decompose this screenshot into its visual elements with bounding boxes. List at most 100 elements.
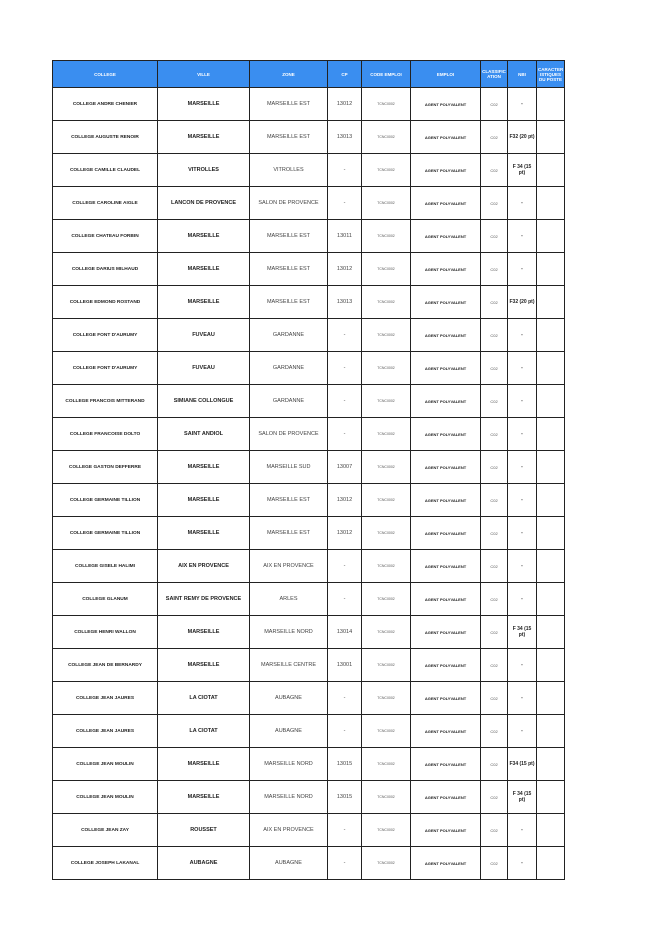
cell-caracteristiques (536, 846, 565, 880)
cell-nbi: - (507, 681, 537, 715)
cell-code-emploi: TCNC0002 (361, 483, 411, 517)
cell-caracteristiques (536, 450, 565, 484)
cell-ville: LA CIOTAT (157, 714, 250, 748)
cell-nbi: - (507, 318, 537, 352)
cell-cp: - (327, 582, 362, 616)
cell-classification: C02 (480, 219, 508, 253)
cell-caracteristiques (536, 252, 565, 286)
header-cp: CP (327, 60, 362, 88)
cell-ville: LANCON DE PROVENCE (157, 186, 250, 220)
cell-zone: AIX EN PROVENCE (249, 549, 328, 583)
cell-cp: 13012 (327, 483, 362, 517)
cell-code-emploi: TCNC0002 (361, 549, 411, 583)
table-row: COLLEGE GERMAINE TILLION MARSEILLE MARSEIL… (52, 483, 565, 517)
cell-zone: MARSEILLE NORD (249, 615, 328, 649)
cell-classification: C02 (480, 648, 508, 682)
cell-ville: MARSEILLE (157, 747, 250, 781)
cell-zone: SALON DE PROVENCE (249, 186, 328, 220)
cell-college: COLLEGE EDMOND ROSTAND (52, 285, 158, 319)
table-row: COLLEGE GLANUM SAINT REMY DE PROVENCE ARLE… (52, 582, 565, 616)
table-row: COLLEGE GERMAINE TILLION MARSEILLE MARSEIL… (52, 516, 565, 550)
cell-college: COLLEGE JEAN MOULIN (52, 747, 158, 781)
cell-code-emploi: TCNC0002 (361, 747, 411, 781)
cell-code-emploi: TCNC0002 (361, 813, 411, 847)
cell-college: COLLEGE FONT D'AURUMY (52, 318, 158, 352)
cell-cp: - (327, 813, 362, 847)
cell-classification: C02 (480, 681, 508, 715)
cell-classification: C02 (480, 582, 508, 616)
cell-emploi: AGENT POLYVALENT (410, 681, 481, 715)
cell-classification: C02 (480, 549, 508, 583)
cell-ville: MARSEILLE (157, 780, 250, 814)
cell-college: COLLEGE JEAN DE BERNARDY (52, 648, 158, 682)
cell-cp: 13014 (327, 615, 362, 649)
cell-nbi: - (507, 813, 537, 847)
cell-cp: 13013 (327, 120, 362, 154)
cell-zone: GARDANNE (249, 318, 328, 352)
cell-cp: - (327, 681, 362, 715)
cell-emploi: AGENT POLYVALENT (410, 516, 481, 550)
cell-code-emploi: TCNC0002 (361, 582, 411, 616)
cell-cp: 13011 (327, 219, 362, 253)
cell-zone: MARSEILLE SUD (249, 450, 328, 484)
cell-classification: C02 (480, 351, 508, 385)
table-row: COLLEGE FRANCOIS MITTERAND SIMIANE COLLON… (52, 384, 565, 418)
table-row: COLLEGE CHATEAU FORBIN MARSEILLE MARSEILLE… (52, 219, 565, 253)
cell-caracteristiques (536, 747, 565, 781)
cell-zone: MARSEILLE EST (249, 120, 328, 154)
cell-code-emploi: TCNC0002 (361, 219, 411, 253)
cell-code-emploi: TCNC0002 (361, 318, 411, 352)
cell-emploi: AGENT POLYVALENT (410, 615, 481, 649)
cell-caracteristiques (536, 384, 565, 418)
cell-college: COLLEGE HENRI WALLON (52, 615, 158, 649)
cell-code-emploi: TCNC0002 (361, 450, 411, 484)
cell-emploi: AGENT POLYVALENT (410, 846, 481, 880)
cell-ville: SIMIANE COLLONGUE (157, 384, 250, 418)
cell-zone: ARLES (249, 582, 328, 616)
cell-code-emploi: TCNC0002 (361, 351, 411, 385)
cell-nbi: F 34 (15 pt) (507, 153, 537, 187)
cell-classification: C02 (480, 384, 508, 418)
cell-zone: MARSEILLE EST (249, 483, 328, 517)
cell-code-emploi: TCNC0002 (361, 681, 411, 715)
cell-cp: - (327, 384, 362, 418)
cell-cp: 13012 (327, 516, 362, 550)
cell-cp: 13015 (327, 780, 362, 814)
cell-emploi: AGENT POLYVALENT (410, 285, 481, 319)
cell-cp: - (327, 153, 362, 187)
cell-ville: VITROLLES (157, 153, 250, 187)
cell-nbi: F 34 (15 pt) (507, 780, 537, 814)
cell-classification: C02 (480, 780, 508, 814)
cell-nbi: F32 (20 pt) (507, 120, 537, 154)
cell-ville: SAINT REMY DE PROVENCE (157, 582, 250, 616)
cell-college: COLLEGE CAROLINE AIGLE (52, 186, 158, 220)
cell-caracteristiques (536, 549, 565, 583)
cell-emploi: AGENT POLYVALENT (410, 351, 481, 385)
cell-classification: C02 (480, 186, 508, 220)
cell-caracteristiques (536, 186, 565, 220)
cell-code-emploi: TCNC0002 (361, 285, 411, 319)
table-row: COLLEGE JOSEPH LAKANAL AUBAGNE AUBAGNE - TCN… (52, 846, 565, 880)
cell-code-emploi: TCNC0002 (361, 87, 411, 121)
cell-caracteristiques (536, 813, 565, 847)
cell-code-emploi: TCNC0002 (361, 714, 411, 748)
table-row: COLLEGE FONT D'AURUMY FUVEAU GARDANNE - TCNC… (52, 318, 565, 352)
cell-emploi: AGENT POLYVALENT (410, 450, 481, 484)
cell-ville: AIX EN PROVENCE (157, 549, 250, 583)
cell-zone: MARSEILLE NORD (249, 747, 328, 781)
cell-caracteristiques (536, 582, 565, 616)
table-row: COLLEGE EDMOND ROSTAND MARSEILLE MARSEILLE… (52, 285, 565, 319)
cell-classification: C02 (480, 813, 508, 847)
cell-ville: MARSEILLE (157, 285, 250, 319)
cell-ville: LA CIOTAT (157, 681, 250, 715)
cell-caracteristiques (536, 318, 565, 352)
cell-code-emploi: TCNC0002 (361, 252, 411, 286)
table-row: COLLEGE HENRI WALLON MARSEILLE MARSEILLE N… (52, 615, 565, 649)
cell-classification: C02 (480, 120, 508, 154)
table-row: COLLEGE DARIUS MILHAUD MARSEILLE MARSEILLE… (52, 252, 565, 286)
cell-classification: C02 (480, 516, 508, 550)
cell-nbi: - (507, 846, 537, 880)
cell-caracteristiques (536, 681, 565, 715)
cell-college: COLLEGE JEAN ZAY (52, 813, 158, 847)
table-row: COLLEGE ANDRE CHENIER MARSEILLE MARSEILLE … (52, 87, 565, 121)
